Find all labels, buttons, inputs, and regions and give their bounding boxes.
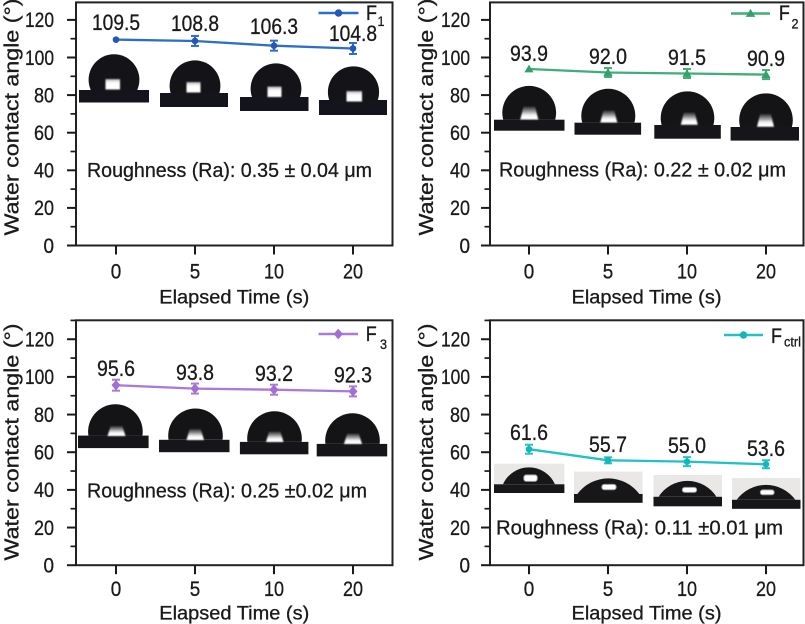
svg-text:0: 0 [44,235,55,258]
svg-text:60: 60 [34,442,54,465]
svg-text:120: 120 [25,9,54,32]
svg-text:20: 20 [756,261,776,284]
svg-text:40: 40 [34,479,54,502]
svg-text:3: 3 [380,337,387,352]
svg-text:Roughness (Ra): 0.25 ±0.02 μm: Roughness (Ra): 0.25 ±0.02 μm [87,480,367,503]
svg-text:60: 60 [34,122,54,145]
svg-text:60: 60 [450,442,470,465]
svg-text:80: 80 [34,84,54,107]
svg-text:104.8: 104.8 [329,21,377,46]
svg-text:Elapsed Time (s): Elapsed Time (s) [572,604,722,624]
svg-text:0: 0 [111,578,122,601]
svg-text:Roughness (Ra): 0.22 ± 0.02 μm: Roughness (Ra): 0.22 ± 0.02 μm [499,159,786,182]
svg-text:F: F [779,2,790,25]
svg-text:5: 5 [190,578,201,601]
svg-text:93.2: 93.2 [255,361,293,386]
svg-text:10: 10 [677,261,697,284]
svg-text:93.9: 93.9 [510,41,548,66]
svg-text:100: 100 [441,47,470,70]
svg-text:95.6: 95.6 [97,356,135,381]
svg-text:80: 80 [450,404,470,427]
svg-text:40: 40 [450,160,470,183]
svg-text:55.7: 55.7 [589,432,627,457]
svg-text:55.0: 55.0 [668,433,706,458]
svg-text:61.6: 61.6 [510,420,548,445]
svg-text:Water contact angle (°): Water contact angle (°) [416,0,438,236]
svg-text:120: 120 [441,329,470,352]
svg-text:92.0: 92.0 [589,44,627,69]
svg-text:91.5: 91.5 [668,45,706,70]
svg-text:20: 20 [450,197,470,220]
svg-text:F: F [771,325,782,348]
svg-text:100: 100 [441,366,470,389]
svg-text:10: 10 [677,578,697,601]
svg-text:20: 20 [343,261,363,284]
svg-text:0: 0 [524,578,535,601]
svg-text:80: 80 [450,84,470,107]
svg-text:F: F [366,323,377,346]
svg-text:2: 2 [792,17,799,32]
svg-text:20: 20 [756,578,776,601]
svg-text:0: 0 [460,235,471,258]
svg-text:Roughness (Ra): 0.11 ±0.01 μm: Roughness (Ra): 0.11 ±0.01 μm [496,517,783,540]
svg-text:92.3: 92.3 [334,363,372,388]
svg-text:Elapsed Time (s): Elapsed Time (s) [159,288,309,309]
svg-text:40: 40 [34,160,54,183]
svg-text:20: 20 [343,578,363,601]
svg-text:Elapsed Time (s): Elapsed Time (s) [572,288,722,309]
svg-text:100: 100 [25,366,54,389]
svg-text:Water contact angle (°): Water contact angle (°) [416,324,438,561]
svg-text:0: 0 [111,261,122,284]
svg-text:Water contact angle (°): Water contact angle (°) [2,324,24,561]
svg-text:ctrl: ctrl [784,335,801,350]
svg-text:5: 5 [190,261,201,284]
svg-text:20: 20 [34,197,54,220]
svg-text:100: 100 [25,47,54,70]
svg-text:F: F [366,2,377,25]
svg-text:120: 120 [25,329,54,352]
svg-text:93.8: 93.8 [176,360,214,385]
svg-text:20: 20 [34,517,54,540]
svg-text:10: 10 [264,578,284,601]
svg-text:60: 60 [450,122,470,145]
svg-text:5: 5 [603,261,614,284]
svg-text:90.9: 90.9 [747,46,785,71]
svg-text:40: 40 [450,479,470,502]
svg-text:1: 1 [378,14,385,29]
svg-text:0: 0 [460,555,471,578]
svg-text:10: 10 [264,261,284,284]
svg-text:5: 5 [603,578,614,601]
svg-text:120: 120 [441,9,470,32]
svg-text:Elapsed Time (s): Elapsed Time (s) [159,604,309,624]
svg-text:0: 0 [524,261,535,284]
svg-text:53.6: 53.6 [747,436,785,461]
svg-text:Water contact angle (°): Water contact angle (°) [2,0,24,236]
svg-text:0: 0 [44,555,55,578]
svg-text:109.5: 109.5 [92,10,140,35]
svg-text:106.3: 106.3 [250,14,298,39]
svg-text:80: 80 [34,404,54,427]
svg-text:108.8: 108.8 [171,11,219,36]
svg-text:Roughness (Ra): 0.35 ± 0.04 μm: Roughness (Ra): 0.35 ± 0.04 μm [87,159,372,182]
svg-text:20: 20 [450,517,470,540]
